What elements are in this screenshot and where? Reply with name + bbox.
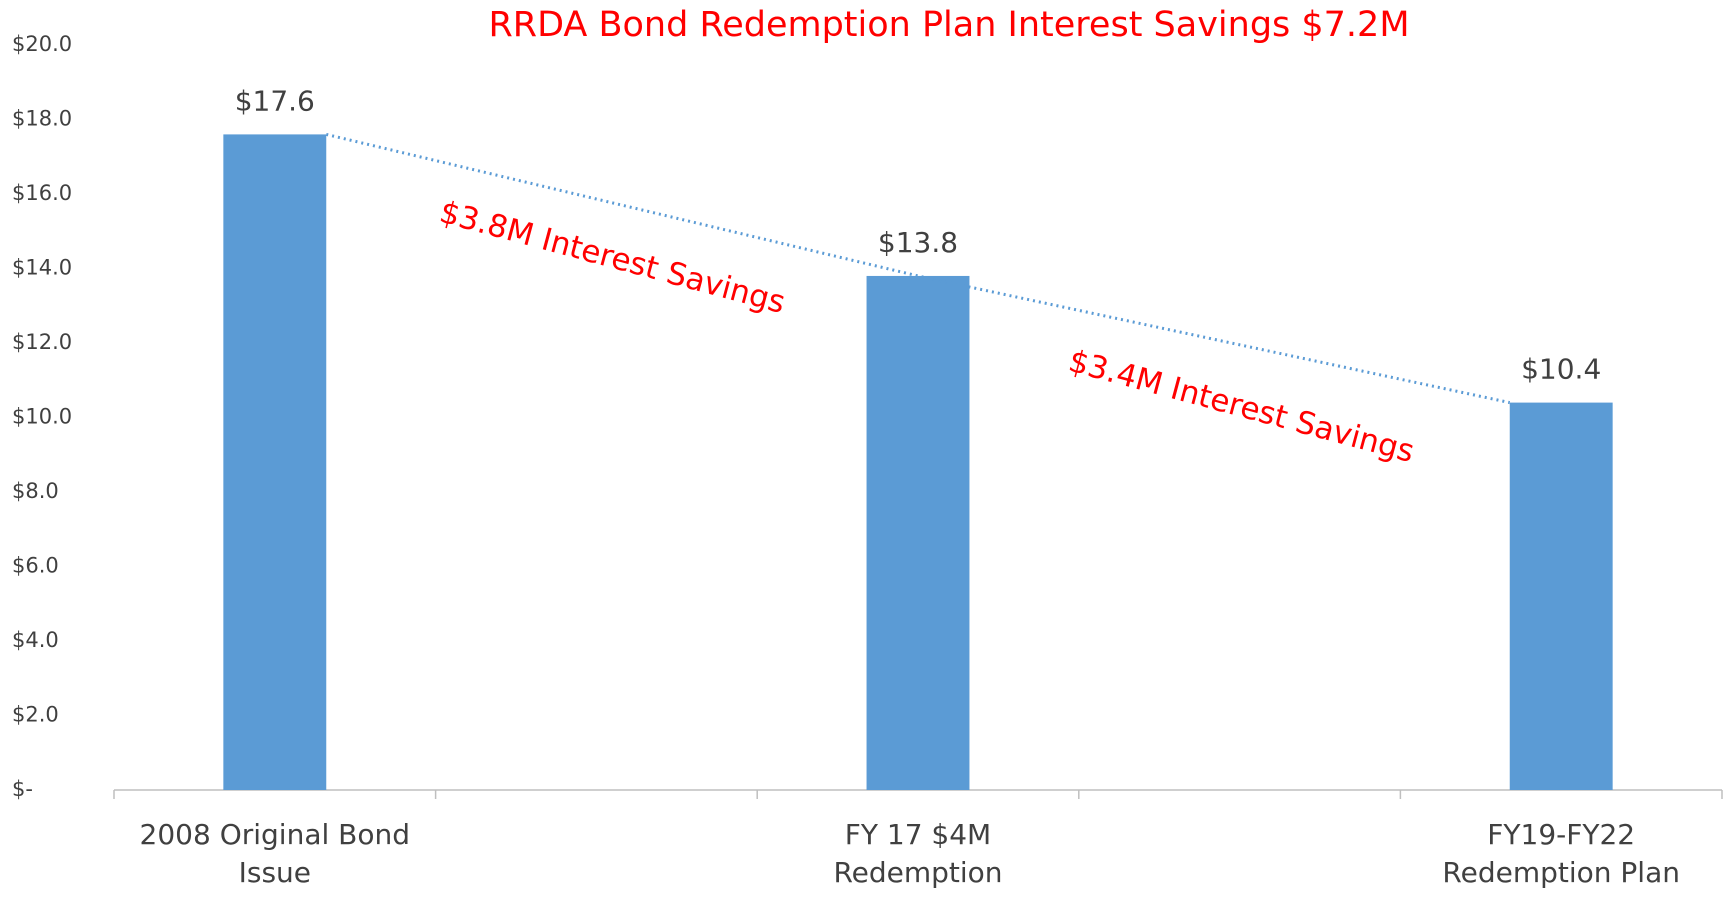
bar [223,134,327,790]
y-tick-label: $6.0 [12,554,59,578]
y-tick-label: $20.0 [12,32,72,56]
y-tick-label: $10.0 [12,405,72,429]
x-tick-label: FY 17 $4M [845,818,991,851]
bar [866,275,970,790]
y-tick-label: $18.0 [12,107,72,131]
annotation: $3.4M Interest Savings [1065,343,1418,470]
y-tick-label: $4.0 [12,628,59,652]
x-tick-label: Redemption Plan [1442,856,1680,889]
chart-title: RRDA Bond Redemption Plan Interest Savin… [488,5,1409,45]
value-label: $10.4 [1521,353,1601,386]
y-tick-label: $12.0 [12,330,72,354]
x-tick-label: Issue [239,856,311,889]
y-tick-label: $14.0 [12,256,72,280]
annotation: $3.8M Interest Savings [436,194,789,321]
x-tick-label: 2008 Original Bond [140,818,410,851]
value-label: $13.8 [878,226,958,259]
y-tick-label: $16.0 [12,181,72,205]
value-label: $17.6 [235,84,315,117]
y-tick-label: $2.0 [12,703,59,727]
y-tick-label: $- [12,777,33,801]
x-tick-label: FY19-FY22 [1487,818,1635,851]
y-tick-label: $8.0 [12,479,59,503]
x-tick-label: Redemption [833,856,1002,889]
bar [1509,402,1613,790]
